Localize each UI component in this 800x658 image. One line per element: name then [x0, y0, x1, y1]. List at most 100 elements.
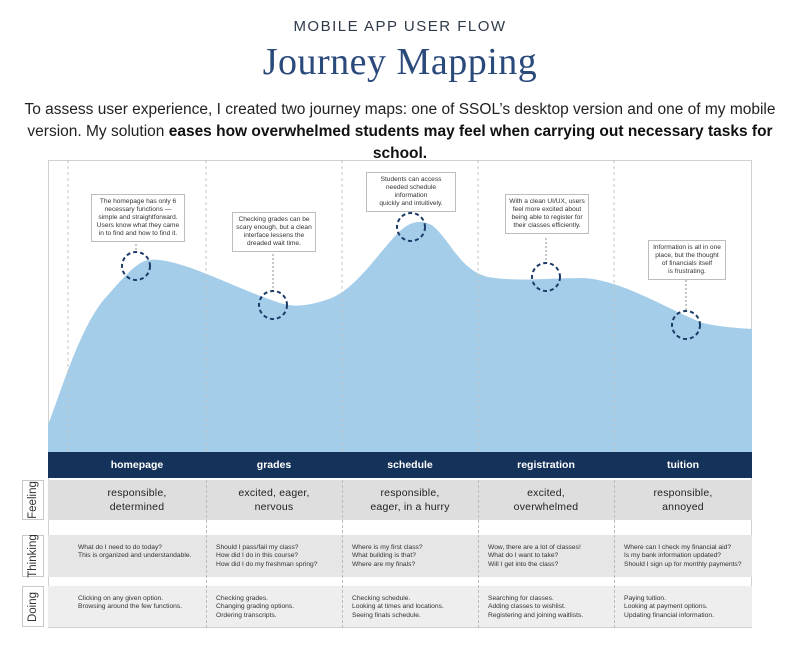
doing-row: Clicking on any given option. Browsing ar… [48, 586, 752, 627]
emotion-curve-area [48, 221, 752, 452]
thinking-cell: Wow, there are a lot of classes! What do … [468, 535, 614, 577]
note-line: simple and straightforward. [98, 214, 178, 221]
note-line: With a clean UI/UX, users [509, 198, 585, 205]
feeling-cell: responsible, determined [68, 480, 206, 520]
cell-line: nervous [254, 501, 294, 513]
stage-label-registration: registration [517, 459, 575, 471]
thinking-cell: Where is my first class? What building is… [332, 535, 478, 577]
cell-line: This is organized and understandable. [78, 552, 192, 560]
stage-label-homepage: homepage [110, 459, 164, 471]
doing-cell: Checking schedule. Looking at times and l… [332, 586, 478, 627]
doing-cell: Paying tuition. Looking at payment option… [604, 586, 752, 627]
intro-line-1: To assess user experience, I created two… [24, 101, 776, 118]
feeling-cell: excited, overwhelmed [478, 480, 614, 520]
note-line: The homepage has only 6 [99, 198, 177, 205]
cell-line: eager, in a hurry [370, 501, 450, 513]
cell-line: Looking at times and locations. [352, 603, 444, 611]
touchpoint-marker [121, 251, 151, 281]
touchpoint-note-grades: Checking grades can be scary enough, but… [232, 212, 316, 252]
cell-line: determined [109, 501, 165, 513]
thinking-row: What do I need to do today? This is organ… [48, 535, 752, 577]
section-kicker: MOBILE APP USER FLOW [293, 18, 507, 35]
cell-line: Paying tuition. [624, 595, 667, 602]
thinking-cell: Should I pass/fail my class? How did I do… [196, 535, 342, 577]
note-line: quickly and intuitively. [379, 200, 443, 207]
cell-line: How did I do my freshman spring? [216, 560, 318, 568]
note-line: Students can access [380, 176, 442, 183]
cell-line: Updating financial information. [624, 611, 714, 619]
cell-line: What do I need to do today? [78, 544, 163, 551]
cell-line: Adding classes to wishlist. [488, 603, 566, 611]
cell-line: overwhelmed [513, 501, 579, 513]
touchpoint-note-registration: With a clean UI/UX, users feel more exci… [505, 194, 589, 234]
cell-line: Checking grades. [216, 595, 269, 602]
row-divider [478, 480, 479, 628]
touchpoint-marker [396, 212, 426, 242]
thinking-cell: Where can I check my financial aid? Is my… [604, 535, 752, 577]
note-line: of financials itself [661, 260, 713, 267]
feeling-cell: excited, eager, nervous [206, 480, 342, 520]
row-label-text: Feeling [27, 481, 39, 519]
note-line: Checking grades can be [238, 216, 310, 223]
cell-line: Should I sign up for monthly payments? [624, 560, 742, 568]
stage-label-tuition: tuition [666, 459, 700, 471]
row-divider [206, 480, 207, 628]
cell-line: excited, eager, [238, 487, 310, 499]
row-label-thinking: Thinking [22, 534, 44, 578]
cell-line: annoyed [662, 501, 704, 513]
note-line: needed schedule information [385, 184, 437, 199]
feeling-row: responsible, determined excited, eager, ne… [48, 480, 752, 520]
cell-line: responsible, [107, 487, 167, 499]
cell-line: Ordering transcripts. [216, 611, 277, 619]
touchpoint-note-homepage: The homepage has only 6 necessary functi… [91, 194, 185, 242]
cell-line: Should I pass/fail my class? [216, 544, 299, 551]
cell-line: Changing grading options. [216, 603, 295, 611]
note-line: necessary functions — [104, 206, 172, 213]
cell-line: excited, [527, 487, 565, 499]
doing-cell: Checking grades. Changing grading options… [196, 586, 342, 627]
doing-cell: Searching for classes. Adding classes to … [468, 586, 614, 627]
feeling-cell: responsible, annoyed [614, 480, 752, 520]
cell-line: What building is that? [352, 552, 416, 560]
touchpoint-marker [671, 310, 701, 340]
cell-line: Wow, there are a lot of classes! [488, 544, 581, 551]
note-line: feel more excited about [512, 206, 582, 213]
cell-line: Looking at payment options. [624, 603, 708, 611]
note-line: is frustrating. [668, 268, 706, 275]
cell-line: responsible, [653, 487, 713, 499]
stage-label-schedule: schedule [387, 459, 433, 471]
cell-line: Checking schedule. [352, 595, 411, 602]
note-line: interface lessens the [243, 232, 305, 239]
cell-line: Will I get into the class? [488, 560, 559, 568]
row-label-feeling: Feeling [22, 480, 44, 520]
stage-bar: homepage grades schedule registration tu… [48, 452, 752, 478]
note-line: Users know what they came [96, 222, 180, 229]
row-label-doing: Doing [22, 586, 44, 627]
cell-line: How did I do in this course? [216, 552, 299, 560]
note-line: being able to register for [511, 214, 583, 221]
cell-line: responsible, [380, 487, 440, 499]
intro-line-2: version. My solution [27, 123, 169, 140]
note-line: Information is all in one [653, 244, 721, 251]
intro-paragraph: To assess user experience, I created two… [20, 99, 780, 165]
stage-label-grades: grades [256, 459, 292, 471]
cell-line: Browsing around the few functions. [78, 603, 183, 611]
note-line: scary enough, but a clean [236, 224, 312, 231]
note-line: dreaded wait time. [247, 240, 301, 247]
doing-cell: Clicking on any given option. Browsing ar… [58, 586, 206, 627]
cell-line: Where can I check my financial aid? [624, 544, 732, 551]
emotion-curve-chart [48, 160, 752, 452]
cell-line: Searching for classes. [488, 595, 554, 602]
touchpoint-note-schedule: Students can access needed schedule info… [366, 172, 456, 212]
intro-emphasis: eases how overwhelmed students may feel … [168, 123, 773, 162]
touchpoint-note-tuition: Information is all in one place, but the… [648, 240, 726, 280]
cell-line: Clicking on any given option. [78, 595, 164, 602]
cell-line: What do I want to take? [488, 552, 559, 560]
touchpoint-marker [531, 262, 561, 292]
note-line: place, but the thought [655, 252, 719, 259]
page-title: Journey Mapping [262, 41, 538, 83]
row-label-text: Doing [27, 591, 39, 622]
cell-line: Is my bank information updated? [624, 552, 722, 560]
note-line: in to find and how to find it. [98, 230, 178, 237]
thinking-cell: What do I need to do today? This is organ… [58, 535, 206, 577]
